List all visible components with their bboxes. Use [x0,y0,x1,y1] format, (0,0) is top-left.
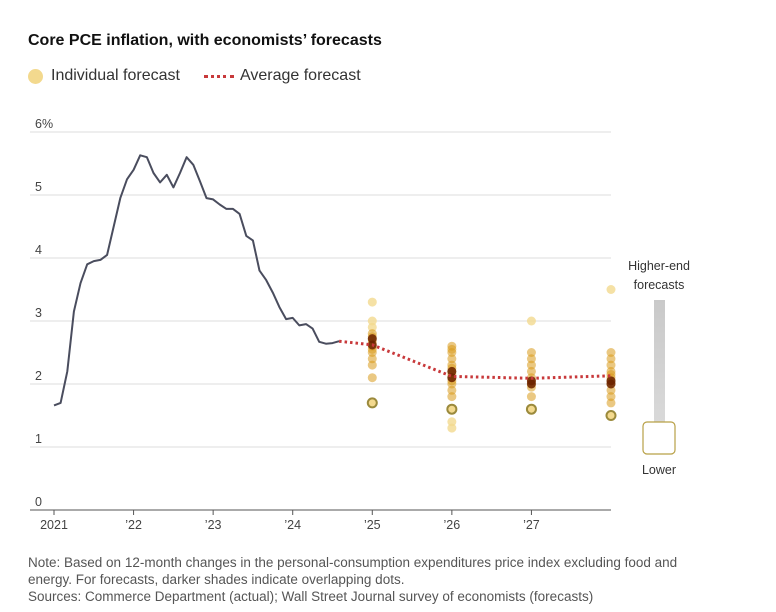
note-line-1: Note: Based on 12-month changes in the p… [28,555,678,570]
y-tick-label-1: 1 [35,432,42,446]
note-line-3: Sources: Commerce Department (actual); W… [28,589,594,604]
x-tick-label-2022: ’22 [125,518,142,532]
legend-individual: Individual forecast [28,67,180,85]
forecast-dot-2028-2 [606,354,616,364]
side-legend-top-line2: forecasts [633,278,685,292]
y-tick-label-4: 4 [35,243,42,257]
note-line-2: energy. For forecasts, darker shades ind… [28,572,405,587]
side-legend-bar [654,300,665,422]
forecast-dot-2028-10 [606,392,616,402]
side-legend-bottom-label: Lower [641,463,677,477]
legend-individual-label: Individual forecast [51,67,180,84]
forecast-overlap-2027-1 [526,379,536,389]
forecast-dot-2028-0 [606,285,616,294]
forecast-dot-2027-4 [526,366,536,376]
forecast-overlap-2025-0 [367,334,377,344]
forecast-outlined-dot-2027 [525,403,537,415]
forecast-dot-2028-9 [606,385,616,395]
y-tick-label-2: 2 [35,369,42,383]
legend: Individual forecast Average forecast [28,67,385,85]
forecast-dot-2026-2 [447,348,457,357]
forecast-outlined-dot-2025 [366,397,378,409]
forecast-outlined-dot-2026 [446,403,458,415]
x-tick-label-2026: ’26 [444,518,461,532]
forecast-dot-2025-9 [367,348,377,357]
legend-individual-dot-icon [28,68,43,84]
forecast-dot-2025-11 [367,360,377,370]
chart-note: Note: Based on 12-month changes in the p… [28,554,728,605]
forecast-dot-2025-10 [367,354,377,364]
forecast-dot-2027-0 [526,316,536,326]
legend-average-label: Average forecast [239,67,361,84]
average-forecast-line [338,339,612,380]
forecast-dot-2028-1 [606,348,616,357]
forecast-dot-2028-11 [606,398,616,408]
forecast-dot-2026-12 [447,392,457,402]
actual-series-line [53,154,340,407]
x-tick-label-2023: ’23 [205,518,222,532]
forecast-overlap-2026-0 [447,366,457,376]
forecast-outlined-dot-2028 [605,410,617,421]
chart-title: Core PCE inflation, with economists’ for… [28,32,382,49]
forecast-dot-2027-3 [526,360,536,370]
forecast-dot-2026-11 [447,385,457,395]
y-tick-label-6: 6% [35,117,53,131]
forecast-dot-2026-10 [447,379,457,389]
x-tick-label-2024: ’24 [284,518,301,532]
forecast-dot-2026-3 [447,354,457,364]
side-legend-box [642,421,676,455]
side-legend-top-label: Higher-end forecasts [618,257,700,295]
legend-average-line-icon [203,74,234,78]
forecast-dot-2027-2 [526,354,536,364]
y-tick-label-0: 0 [35,495,42,509]
forecast-dot-2027-9 [526,392,536,402]
forecast-dot-2027-1 [526,348,536,357]
x-tick-label-2025: ’25 [364,518,381,532]
forecast-dot-2025-0 [367,297,377,307]
x-tick-label-2027: ’27 [523,518,540,532]
legend-average: Average forecast [203,67,361,85]
forecast-dot-2026-15 [447,423,457,433]
y-tick-label-5: 5 [35,180,42,194]
y-tick-label-3: 3 [35,306,42,320]
forecast-dot-2025-1 [367,316,377,326]
side-legend-top-line1: Higher-end [628,259,690,273]
forecast-dot-2028-3 [606,360,616,370]
forecast-dot-2025-2 [367,322,377,332]
forecast-dot-2025-12 [367,373,377,383]
forecast-overlap-2028-1 [606,379,616,389]
x-tick-label-2021: 2021 [40,518,68,532]
forecast-dot-2026-14 [447,417,457,427]
